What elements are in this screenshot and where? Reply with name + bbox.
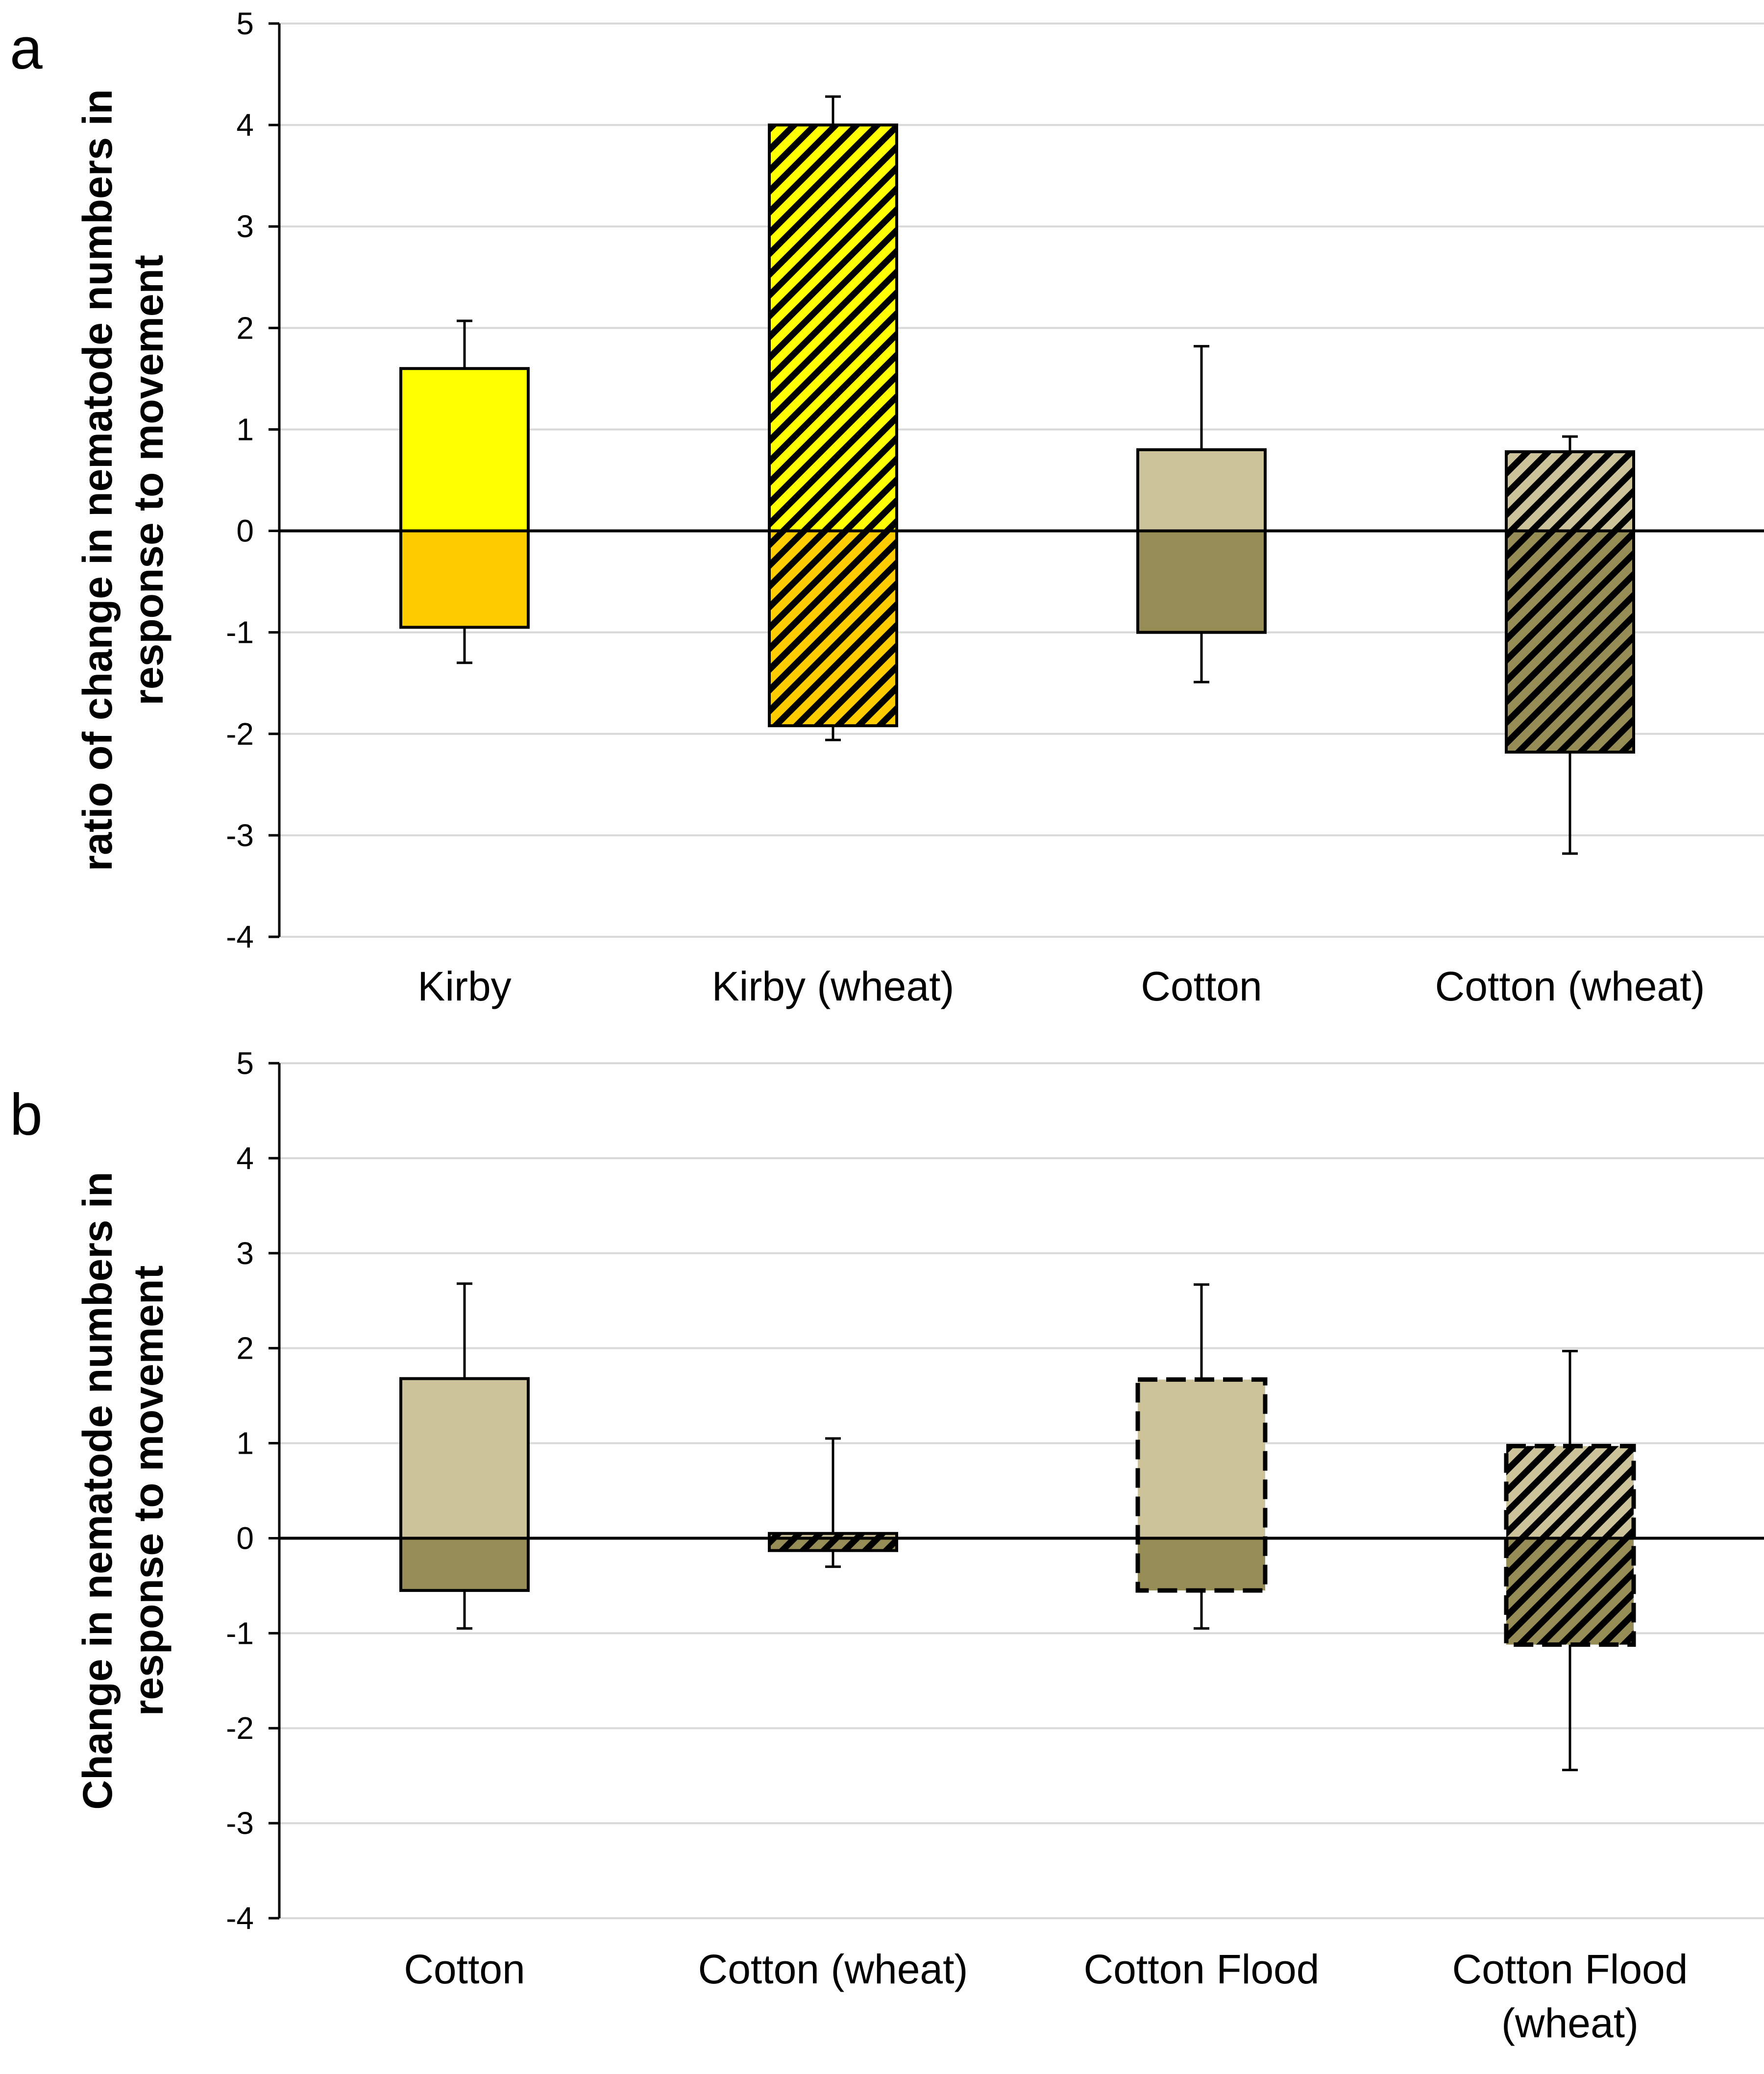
x-category-label: Cotton [1141,963,1262,1009]
y-axis-title-line: response to movement [125,1266,172,1716]
x-category-label: Cotton [404,1946,525,1992]
bar-outline [1136,448,1267,634]
bar-outline [399,1377,530,1592]
y-tick-label: -3 [226,1806,254,1841]
panel-letter: b [10,1082,43,1147]
x-category-label-line: Cotton Flood [1084,1946,1320,1992]
x-category-label: Kirby [417,963,511,1009]
bar-hatch [769,1533,897,1551]
y-tick-label: -3 [226,818,254,853]
y-tick-label: 1 [236,412,254,447]
bar-outline [1505,450,1635,754]
y-tick-label: -1 [226,1615,254,1651]
x-category-label-line: Cotton [1141,963,1262,1009]
x-category-label-line: Cotton (wheat) [1435,963,1705,1009]
panel-b: 5 4 3 2 1 0 -1 -2 -3 -4 Change in nematode numbers… [10,1046,1764,2046]
y-tick-label: 0 [236,1520,254,1556]
bar-hatch [769,125,897,726]
y-tick-label: 2 [236,310,254,345]
y-tick-label: -1 [226,615,254,650]
y-tick-label: -2 [226,1710,254,1746]
bar-negative [401,531,528,628]
y-tick-label: 2 [236,1331,254,1366]
x-category-label: Cotton Flood [1084,1946,1320,1992]
y-tick-label: 1 [236,1426,254,1461]
x-category-label-line: Cotton [404,1946,525,1992]
x-category-label-line: Cotton (wheat) [698,1946,968,1992]
x-category-label: Cotton (wheat) [698,1946,968,1992]
bar-hatch [1506,1446,1634,1645]
y-tick-label: 5 [236,1046,254,1081]
y-tick-label: 4 [236,107,254,143]
y-axis-title: Change in nematode numbers in response to… [74,1171,172,1809]
bar-negative [401,1538,528,1591]
panel-letter: a [10,16,43,81]
bar-outline [399,367,530,629]
bar-outline [768,123,898,728]
bar-positive [401,1378,528,1538]
x-category-label-line: (wheat) [1501,2000,1639,2046]
bar-hatch [1506,452,1634,753]
y-tick-label: 0 [236,513,254,549]
x-category-label: Kirby (wheat) [712,963,955,1009]
x-category-label-line: Kirby (wheat) [712,963,955,1009]
y-axis-title-line: response to movement [125,255,172,706]
y-tick-label: -4 [226,1901,254,1936]
x-category-label-line: Cotton Flood [1452,1946,1688,1992]
y-tick-label: 5 [236,6,254,41]
y-tick-label: 3 [236,209,254,244]
y-tick-label: -4 [226,919,254,954]
x-category-label-line: Kirby [417,963,511,1009]
bar-negative [1138,531,1265,633]
bar-outline [768,1532,898,1552]
y-tick-label: 4 [236,1141,254,1176]
bar-positive [401,368,528,531]
bar-outline [1135,1377,1268,1593]
y-axis-title-line: Change in nematode numbers in [74,1171,121,1809]
y-tick-label: -2 [226,716,254,752]
bar-outline [1504,1443,1636,1647]
bar-positive [1138,449,1265,531]
bar-negative [1138,1538,1265,1591]
y-tick-label: 3 [236,1236,254,1271]
x-category-label: Cotton Flood (wheat) [1452,1946,1688,2046]
panel-a: 5 4 3 2 1 0 -1 -2 -3 -4 ratio of change in nematod… [10,6,1764,1009]
bar-positive [1138,1379,1265,1538]
x-category-label: Cotton (wheat) [1435,963,1705,1009]
y-axis-title: ratio of change in nematode numbers in re… [74,89,172,871]
y-axis-title-line: ratio of change in nematode numbers in [74,89,121,871]
